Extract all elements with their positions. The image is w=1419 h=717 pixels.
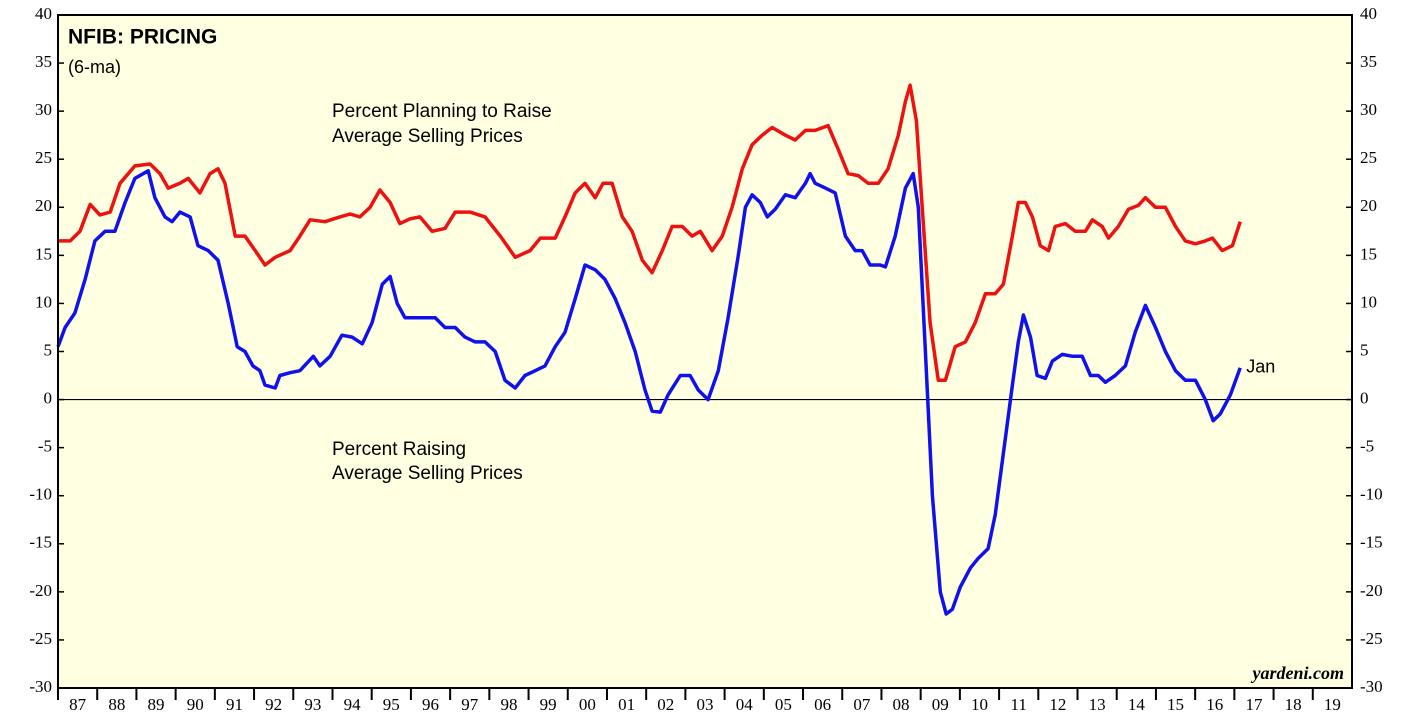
x-tick-label: 08: [893, 695, 910, 714]
x-tick-label: 14: [1128, 695, 1146, 714]
x-tick-label: 91: [226, 695, 243, 714]
y-tick-label: -5: [38, 437, 52, 456]
y2-tick-label: -5: [1360, 437, 1374, 456]
y-tick-label: 35: [35, 52, 52, 71]
y2-tick-label: -20: [1360, 581, 1383, 600]
series-label: Average Selling Prices: [332, 463, 523, 484]
series-label: Percent Planning to Raise: [332, 101, 552, 122]
y2-tick-label: 25: [1360, 148, 1377, 167]
x-tick-label: 06: [814, 695, 831, 714]
x-tick-label: 18: [1285, 695, 1302, 714]
annotation: Jan: [1246, 357, 1275, 377]
x-tick-label: 00: [579, 695, 596, 714]
x-tick-label: 03: [697, 695, 714, 714]
y-tick-label: 5: [44, 340, 53, 359]
chart-subtitle: (6-ma): [68, 57, 121, 77]
y2-tick-label: -10: [1360, 485, 1383, 504]
plot-background: [58, 15, 1352, 688]
x-tick-label: 90: [187, 695, 204, 714]
x-tick-label: 87: [69, 695, 87, 714]
x-tick-label: 05: [775, 695, 792, 714]
x-tick-label: 07: [853, 695, 871, 714]
y-tick-label: -30: [29, 677, 52, 696]
source: yardeni.com: [1251, 663, 1345, 683]
x-tick-label: 96: [422, 695, 439, 714]
series-label: Average Selling Prices: [332, 126, 523, 147]
y2-tick-label: -25: [1360, 629, 1383, 648]
x-tick-label: 09: [932, 695, 949, 714]
y-tick-label: -25: [29, 629, 52, 648]
x-tick-label: 11: [1011, 695, 1027, 714]
y2-tick-label: 5: [1360, 340, 1369, 359]
series-line: [56, 169, 1242, 616]
x-tick-label: 95: [383, 695, 400, 714]
y-tick-label: -10: [29, 485, 52, 504]
marks: [56, 83, 1352, 616]
x-tick-label: 92: [265, 695, 282, 714]
y-tick-label: 20: [35, 196, 52, 215]
series-line: [58, 83, 1242, 383]
x-tick-label: 94: [344, 695, 362, 714]
y-tick-label: 40: [35, 4, 52, 23]
x-tick-label: 19: [1324, 695, 1341, 714]
x-tick-label: 89: [148, 695, 165, 714]
y2-tick-label: 40: [1360, 4, 1377, 23]
y-tick-label: -15: [29, 533, 52, 552]
x-tick-label: 88: [108, 695, 125, 714]
y2-tick-label: -15: [1360, 533, 1383, 552]
x-tick-label: 12: [1049, 695, 1066, 714]
y2-tick-label: 20: [1360, 196, 1377, 215]
y2-tick-label: -30: [1360, 677, 1383, 696]
x-tick-label: 01: [618, 695, 635, 714]
x-tick-label: 15: [1167, 695, 1184, 714]
x-tick-label: 16: [1206, 695, 1223, 714]
x-tick-label: 04: [736, 695, 754, 714]
x-tick-label: 17: [1245, 695, 1263, 714]
x-tick-label: 98: [500, 695, 517, 714]
y2-tick-label: 0: [1360, 388, 1369, 407]
series-label: Percent Raising: [332, 439, 466, 460]
y-tick-label: 10: [35, 292, 52, 311]
y-tick-label: 15: [35, 244, 52, 263]
x-tick-label: 02: [657, 695, 674, 714]
y-tick-label: -20: [29, 581, 52, 600]
y2-tick-label: 10: [1360, 292, 1377, 311]
x-tick-label: 93: [304, 695, 321, 714]
y2-tick-label: 15: [1360, 244, 1377, 263]
y2-tick-label: 35: [1360, 52, 1377, 71]
y-tick-label: 25: [35, 148, 52, 167]
chart-title: NFIB: PRICING: [68, 26, 217, 49]
x-tick-label: 97: [461, 695, 479, 714]
y-tick-label: 0: [44, 388, 53, 407]
y-tick-label: 30: [35, 100, 52, 119]
x-tick-label: 10: [971, 695, 988, 714]
y2-tick-label: 30: [1360, 100, 1377, 119]
x-tick-label: 99: [540, 695, 557, 714]
x-tick-label: 13: [1089, 695, 1106, 714]
